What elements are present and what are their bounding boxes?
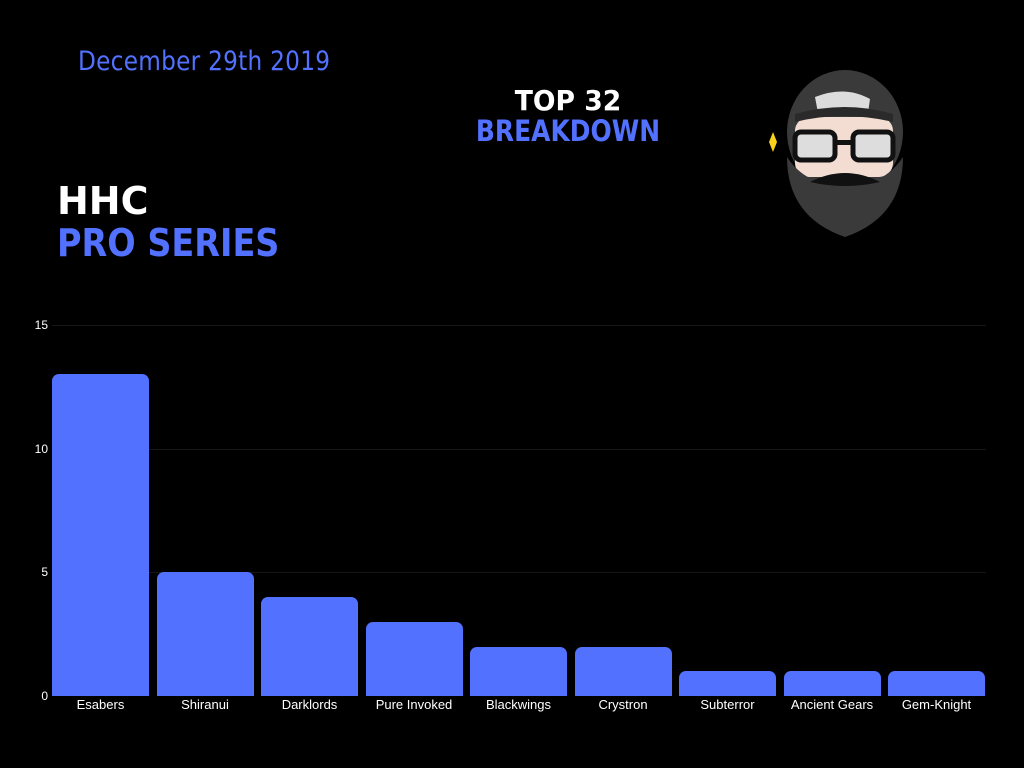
y-tick-label: 0 [41, 689, 48, 703]
date-label: December 29th 2019 [78, 46, 331, 77]
bar-pure-invoked [365, 621, 463, 696]
x-tick-label: Blackwings [485, 697, 552, 712]
pro-series-label: PRO SERIES [57, 221, 280, 265]
x-tick-label: Pure Invoked [375, 697, 453, 712]
bar-crystron [574, 646, 672, 696]
bar-ancient-gears [783, 671, 881, 696]
hhc-label: HHC [57, 179, 149, 223]
bar-esabers [52, 374, 149, 696]
bar-blackwings [470, 646, 567, 696]
x-tick-label: Shiranui [181, 697, 229, 712]
x-tick-label: Esabers [76, 697, 125, 712]
y-tick-label: 10 [34, 441, 48, 456]
gridline [52, 572, 986, 574]
breakdown-heading: TOP 32 BREAKDOWN [458, 84, 678, 148]
bar-chart: 0 5 10 15 Esabers Shiranui Darklords Pure Invok… [0, 300, 1024, 730]
gridline [52, 448, 986, 450]
y-tick-label: 15 [34, 318, 48, 332]
bearded-man-avatar-icon [769, 70, 903, 237]
breakdown-label: BREAKDOWN [475, 114, 661, 148]
series-title: HHC PRO SERIES [57, 180, 310, 264]
x-tick-label: Ancient Gears [790, 697, 874, 712]
gridline [52, 325, 986, 326]
x-tick-label: Darklords [281, 697, 338, 712]
bar-shiranui [156, 572, 254, 696]
y-tick-label: 5 [41, 565, 48, 580]
x-tick-label: Crystron [598, 697, 648, 712]
x-tick-label: Gem-Knight [901, 697, 972, 712]
top-32-label: TOP 32 [514, 84, 622, 117]
x-tick-label: Subterror [700, 697, 755, 712]
bar-gem-knight [888, 671, 985, 696]
bar-subterror [679, 671, 776, 696]
bar-darklords [261, 597, 358, 696]
